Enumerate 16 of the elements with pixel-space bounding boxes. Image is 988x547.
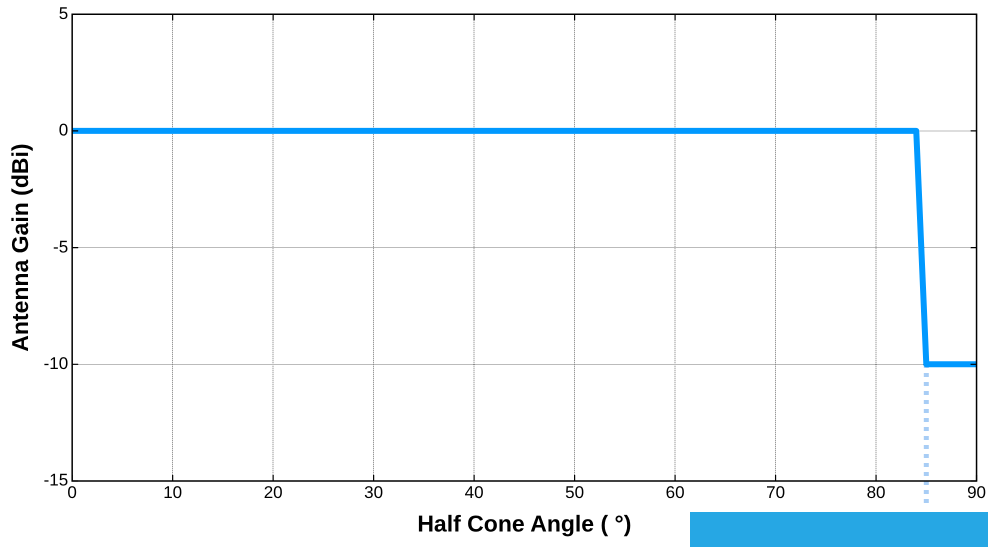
y-tick-label: 0 — [58, 120, 68, 140]
x-tick-label: 90 — [967, 482, 986, 502]
x-tick-label: 30 — [364, 482, 384, 502]
x-tick-label: 10 — [163, 482, 182, 502]
x-tick-label: 50 — [565, 482, 584, 502]
x-tick-label: 20 — [264, 482, 283, 502]
y-tick-label: 5 — [58, 4, 68, 23]
y-tick-label: -10 — [44, 354, 68, 373]
y-axis-title: Antenna Gain (dBi) — [7, 143, 34, 352]
x-tick-label: 40 — [464, 482, 484, 502]
y-tick-label: -15 — [44, 470, 68, 490]
x-axis-title: Half Cone Angle ( °) — [417, 510, 632, 537]
y-tick-label: -5 — [53, 237, 68, 256]
x-tick-label: 70 — [766, 482, 786, 502]
x-tick-label: 60 — [666, 482, 685, 502]
x-tick-label: 80 — [866, 482, 886, 502]
